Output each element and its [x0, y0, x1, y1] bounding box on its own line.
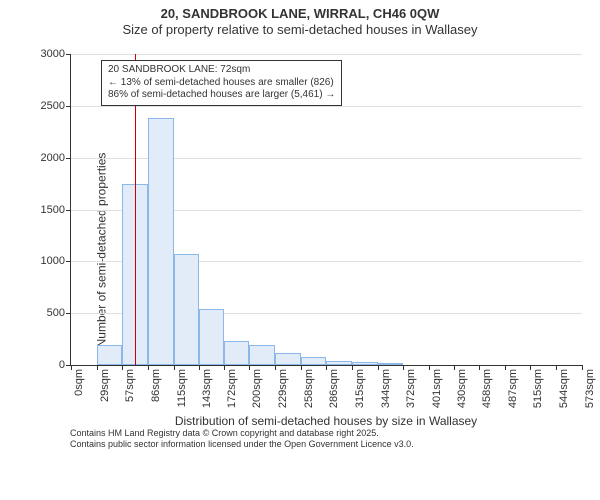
x-tick-label: 86sqm [150, 369, 162, 402]
x-tick-mark [378, 365, 379, 370]
x-tick-label: 115sqm [176, 369, 188, 407]
y-tick-label: 2000 [41, 152, 71, 164]
histogram-bar [301, 357, 326, 365]
x-tick-mark [174, 365, 175, 370]
x-tick-label: 258sqm [303, 369, 315, 408]
histogram-bar [148, 118, 174, 365]
plot-area: 0500100015002000250030000sqm29sqm57sqm86… [70, 54, 582, 366]
histogram-bar [174, 254, 199, 365]
x-tick-label: 229sqm [277, 369, 289, 408]
histogram-bar [275, 353, 301, 365]
x-tick-label: 172sqm [226, 369, 238, 408]
y-tick-label: 1500 [41, 204, 71, 216]
y-tick-label: 500 [47, 307, 71, 319]
x-tick-label: 286sqm [328, 369, 340, 408]
x-tick-mark [122, 365, 123, 370]
footer-line2: Contains public sector information licen… [70, 439, 414, 450]
x-tick-mark [556, 365, 557, 370]
chart-footer: Contains HM Land Registry data © Crown c… [70, 428, 414, 451]
histogram-bar [326, 361, 352, 365]
x-tick-label: 344sqm [380, 369, 392, 408]
x-axis-label: Distribution of semi-detached houses by … [70, 414, 582, 428]
x-tick-mark [97, 365, 98, 370]
x-tick-mark [429, 365, 430, 370]
histogram-bar [378, 363, 403, 365]
x-tick-label: 29sqm [99, 369, 111, 402]
histogram-bar [97, 345, 122, 365]
gridline [71, 54, 582, 55]
x-tick-label: 200sqm [251, 369, 263, 408]
x-tick-label: 143sqm [201, 369, 213, 408]
x-tick-mark [199, 365, 200, 370]
x-tick-mark [403, 365, 404, 370]
x-tick-label: 0sqm [73, 369, 85, 396]
chart-title-block: 20, SANDBROOK LANE, WIRRAL, CH46 0QW Siz… [0, 0, 600, 39]
annotation-line3: 86% of semi-detached houses are larger (… [108, 89, 335, 102]
x-tick-mark [352, 365, 353, 370]
histogram-bar [249, 345, 275, 365]
x-tick-label: 573sqm [584, 369, 596, 408]
y-tick-label: 1000 [41, 255, 71, 267]
y-tick-label: 2500 [41, 100, 71, 112]
x-tick-label: 315sqm [354, 369, 366, 408]
y-tick-label: 0 [59, 359, 71, 371]
gridline [71, 106, 582, 107]
histogram-bar [224, 341, 249, 365]
x-tick-label: 401sqm [431, 369, 443, 408]
x-tick-label: 57sqm [124, 369, 136, 402]
x-tick-label: 544sqm [558, 369, 570, 408]
x-tick-label: 515sqm [532, 369, 544, 408]
x-tick-mark [71, 365, 72, 370]
annotation-line2: ← 13% of semi-detached houses are smalle… [108, 77, 335, 90]
x-tick-mark [148, 365, 149, 370]
x-tick-label: 430sqm [456, 369, 468, 408]
x-tick-label: 458sqm [481, 369, 493, 408]
chart-title-line1: 20, SANDBROOK LANE, WIRRAL, CH46 0QW [0, 6, 600, 22]
x-tick-label: 372sqm [405, 369, 417, 408]
x-tick-mark [582, 365, 583, 370]
y-tick-label: 3000 [41, 48, 71, 60]
chart-title-line2: Size of property relative to semi-detach… [0, 22, 600, 38]
x-tick-label: 487sqm [507, 369, 519, 408]
footer-line1: Contains HM Land Registry data © Crown c… [70, 428, 414, 439]
chart-container: Number of semi-detached properties 05001… [0, 46, 600, 454]
annotation-box: 20 SANDBROOK LANE: 72sqm← 13% of semi-de… [101, 60, 342, 106]
annotation-line1: 20 SANDBROOK LANE: 72sqm [108, 64, 335, 77]
x-tick-mark [326, 365, 327, 370]
x-tick-mark [301, 365, 302, 370]
histogram-bar [199, 309, 225, 365]
histogram-bar [352, 362, 378, 365]
